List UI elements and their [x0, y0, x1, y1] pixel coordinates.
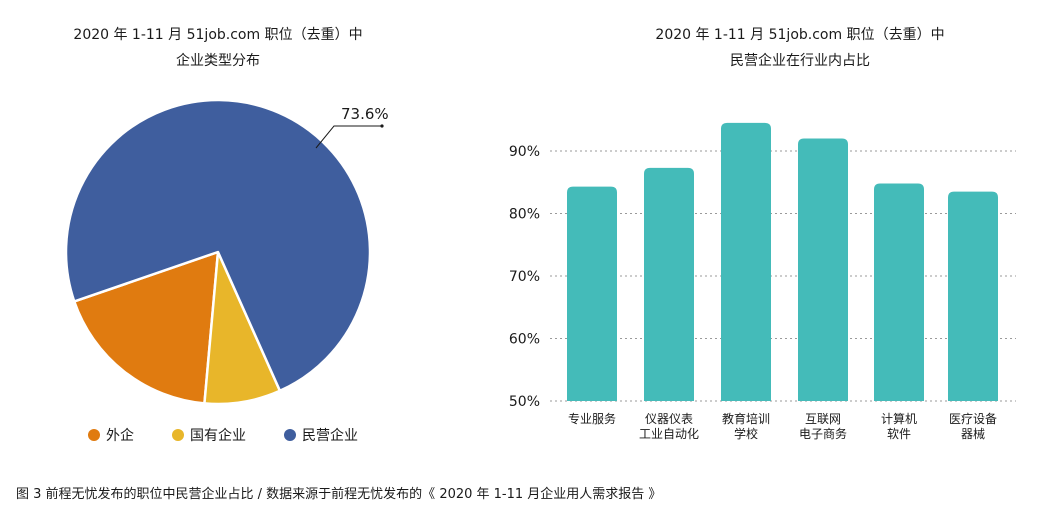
x-tick-label: 工业自动化: [639, 427, 699, 441]
y-tick-label: 70%: [509, 269, 540, 285]
pie-chart-title-block: 2020 年 1-11 月 51job.com 职位（去重）中 企业类型分布: [68, 22, 368, 74]
x-tick-label: 医疗设备: [949, 412, 997, 426]
y-tick-label: 90%: [509, 144, 540, 160]
y-tick-label: 60%: [509, 332, 540, 348]
x-tick-label: 学校: [734, 426, 758, 441]
pie-chart: 73.6%: [64, 98, 389, 406]
figure-caption: 图 3 前程无忧发布的职位中民营企业占比 / 数据来源于前程无忧发布的《 202…: [16, 487, 662, 502]
x-tick-label: 仪器仪表: [645, 412, 693, 426]
pie-chart-title: 2020 年 1-11 月 51job.com 职位（去重）中: [73, 27, 363, 43]
pie-label-leader-line: [315, 125, 382, 149]
bar-chart-subtitle: 民营企业在行业内占比: [730, 53, 870, 69]
x-tick-label: 互联网: [805, 412, 841, 426]
legend-marker-foreign: [88, 429, 100, 441]
legend-label-foreign: 外企: [106, 428, 134, 444]
x-tick-label: 计算机: [881, 411, 917, 426]
bar-chart-title-block: 2020 年 1-11 月 51job.com 职位（去重）中 民营企业在行业内…: [650, 22, 950, 74]
legend-item-private: 民营企业: [284, 425, 358, 445]
x-tick-label: 教育培训: [722, 411, 770, 426]
pie-label-leader-dot: [380, 124, 384, 128]
legend-label-state: 国有企业: [190, 428, 246, 444]
y-tick-label: 50%: [509, 394, 540, 410]
pie-legend: 外企 国有企业 民营企业: [88, 425, 396, 445]
bar-4: [874, 183, 924, 401]
legend-item-foreign: 外企: [88, 425, 134, 445]
legend-item-state: 国有企业: [172, 425, 246, 445]
pie-chart-subtitle: 企业类型分布: [176, 53, 260, 69]
x-tick-label: 专业服务: [568, 411, 616, 426]
bar-1: [644, 167, 694, 401]
pie-data-label-private: 73.6%: [341, 105, 389, 123]
bar-2: [721, 122, 771, 401]
bar-0: [567, 186, 617, 401]
legend-marker-private: [284, 429, 296, 441]
bar-5: [948, 191, 998, 401]
x-tick-label: 软件: [887, 427, 911, 441]
y-tick-label: 80%: [509, 207, 540, 223]
bar-chart-title: 2020 年 1-11 月 51job.com 职位（去重）中: [655, 27, 945, 43]
pie-slice-private: [64, 98, 372, 393]
x-tick-label: 电子商务: [799, 426, 847, 441]
legend-marker-state: [172, 429, 184, 441]
x-tick-label: 器械: [961, 426, 985, 441]
legend-label-private: 民营企业: [302, 428, 358, 444]
bar-3: [798, 138, 848, 401]
